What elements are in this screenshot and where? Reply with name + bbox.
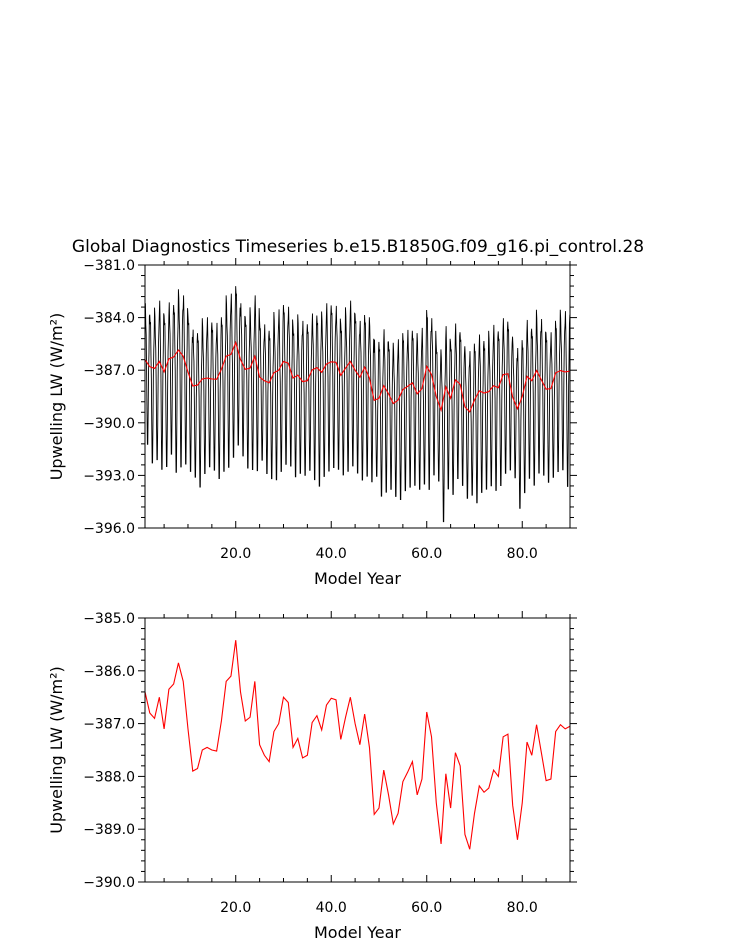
x-tick-label: 20.0 [220,900,251,916]
figure-title: Global Diagnostics Timeseries b.e15.B185… [72,237,644,257]
y-tick-label: −384.0 [83,311,135,327]
y-tick-label: −381.0 [83,258,135,274]
y-tick-label: −388.0 [83,769,135,785]
plot-frame [144,617,571,883]
x-tick-label: 40.0 [316,546,347,562]
y-tick-label: −385.0 [83,611,135,627]
annual-series-line [145,340,570,413]
y-tick-label: −393.0 [83,468,135,484]
top-panel: 20.0 40.0 60.0 80.0 −381.0 −384.0 −387.0 −390.0… [47,258,577,588]
annual-series-line [145,640,570,850]
x-axis-label: Model Year [314,569,401,588]
y-tick-label: −390.0 [83,416,135,432]
y-tick-label: −396.0 [83,521,135,537]
x-tick-label: 60.0 [411,900,442,916]
monthly-series-line [145,286,570,523]
x-tick-label: 20.0 [220,546,251,562]
y-tick-label: −387.0 [83,363,135,379]
x-axis-label: Model Year [314,923,401,942]
bottom-panel: 20.0 40.0 60.0 80.0 −385.0 −386.0 −387.0 −388.0… [47,611,577,942]
y-tick-label: −386.0 [83,664,135,680]
x-tick-label: 40.0 [316,900,347,916]
x-tick-label: 60.0 [411,546,442,562]
y-axis-label: Upwelling LW (W/m²) [47,313,66,481]
y-axis-label: Upwelling LW (W/m²) [47,666,66,834]
y-tick-label: −390.0 [83,875,135,891]
plot-frame [144,264,571,529]
y-tick-label: −389.0 [83,822,135,838]
y-tick-label: −387.0 [83,717,135,733]
x-tick-label: 80.0 [507,546,538,562]
x-tick-label: 80.0 [507,900,538,916]
